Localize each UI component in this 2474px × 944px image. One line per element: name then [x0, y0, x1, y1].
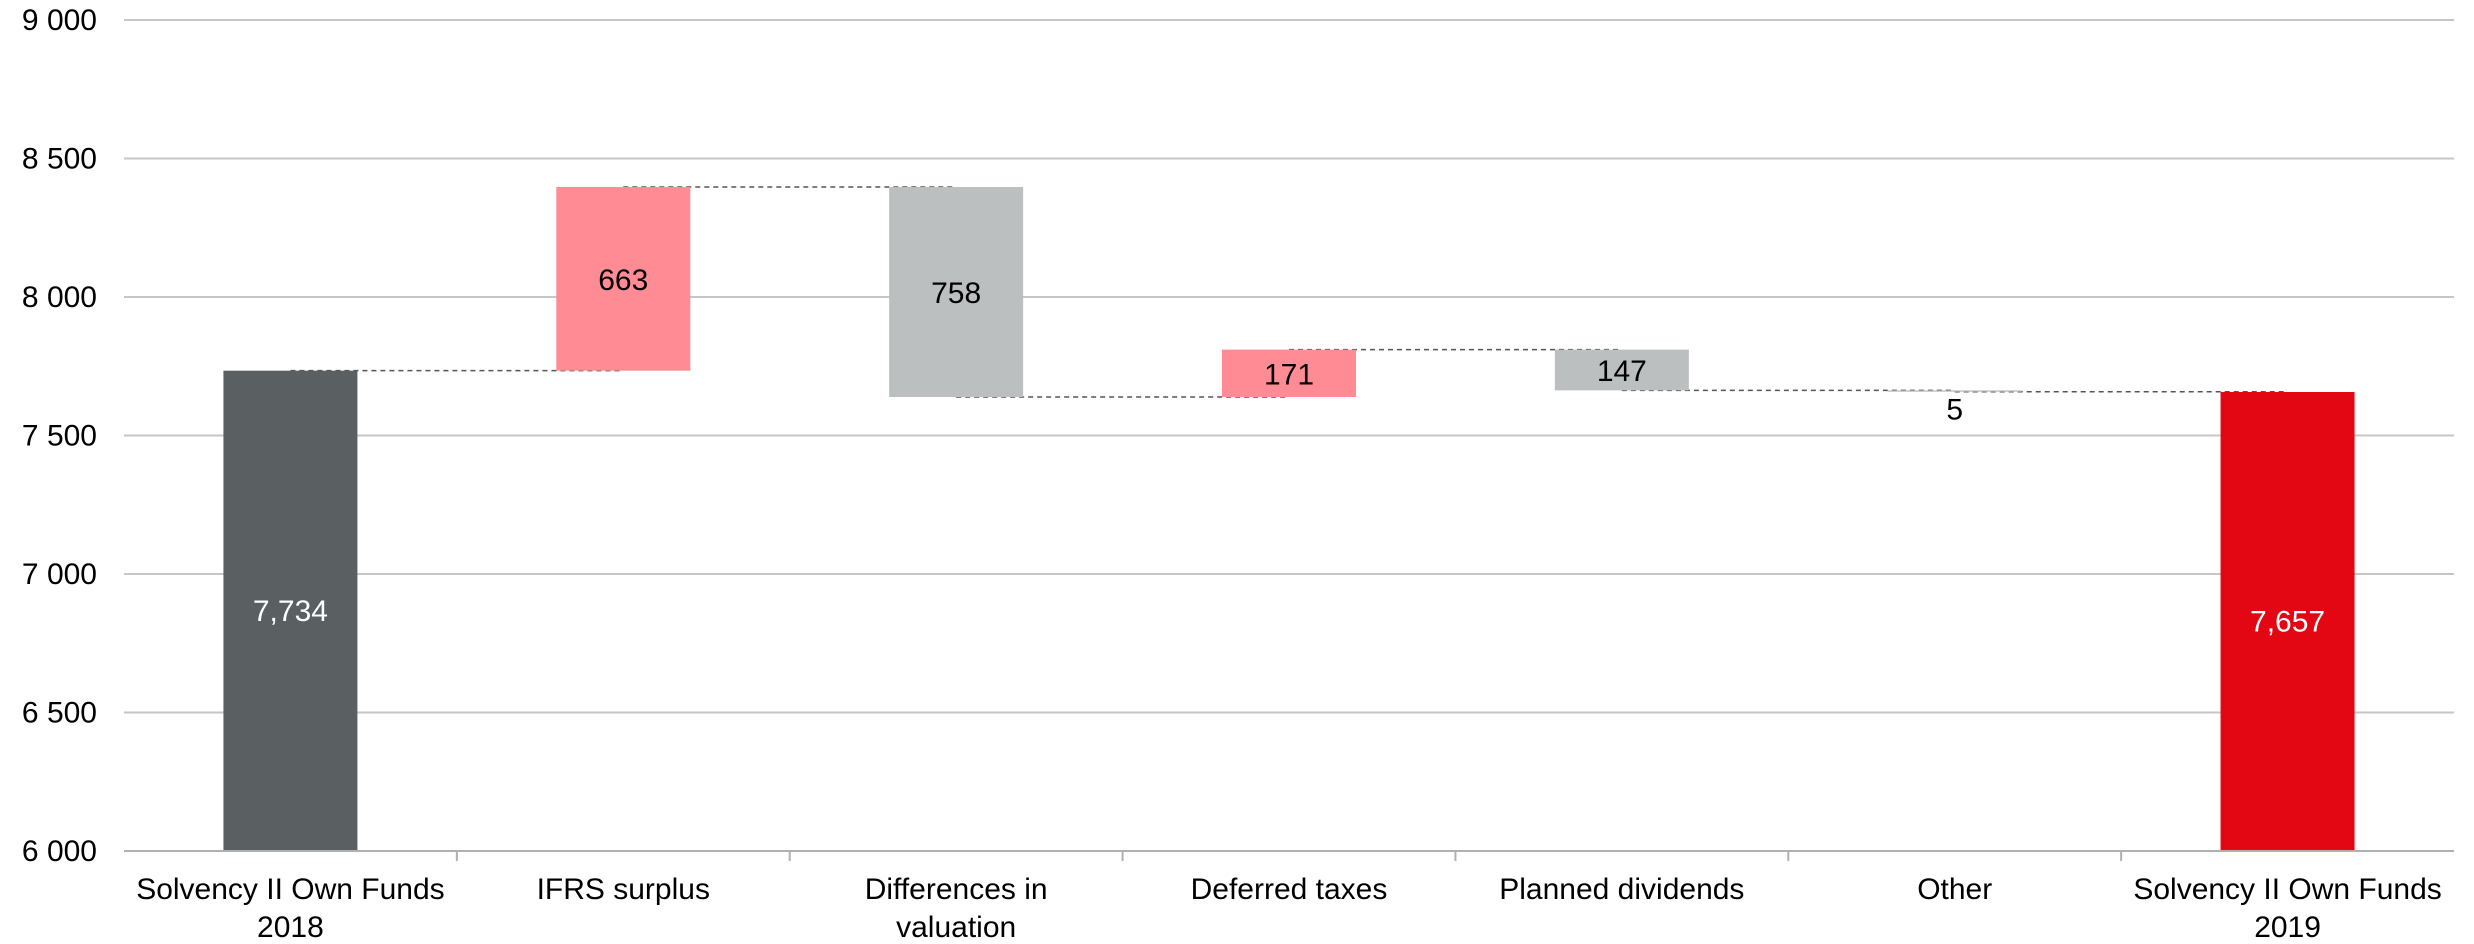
bars [223, 187, 2355, 851]
category-label: Other [1917, 873, 1992, 906]
bar [1222, 349, 1356, 397]
bar [556, 187, 691, 371]
x-axis [124, 850, 2454, 861]
category-label: 2019 [2254, 911, 2321, 939]
data-label: 7,657 [2250, 606, 2325, 639]
data-label: 663 [598, 264, 648, 297]
y-axis-ticks: 6 000 6 500 7 000 7 500 8 000 8 500 9 000 [22, 4, 97, 868]
data-label: 758 [931, 277, 981, 310]
y-tick-label: 8 500 [22, 143, 97, 176]
data-label: 5 [1946, 394, 1963, 427]
category-label: Solvency II Own Funds [136, 873, 444, 906]
bar [889, 187, 1024, 397]
y-tick-label: 9 000 [22, 4, 97, 37]
y-tick-label: 6 000 [22, 835, 97, 868]
y-tick-label: 7 500 [22, 420, 97, 453]
y-tick-label: 6 500 [22, 697, 97, 730]
category-labels: Solvency II Own Funds 2018 IFRS surplus Dif… [136, 873, 2442, 944]
bar [223, 370, 358, 851]
bar [1554, 349, 1689, 391]
data-labels: 7,734 663 758 171 147 5 7,657 [253, 264, 2325, 639]
category-label: IFRS surplus [537, 873, 710, 906]
category-label: Differences in [865, 873, 1048, 906]
category-label: Deferred taxes [1191, 873, 1388, 906]
gridlines [124, 19, 2454, 714]
bar [2220, 392, 2355, 851]
data-label: 7,734 [253, 595, 328, 628]
data-label: 171 [1264, 358, 1314, 391]
y-tick-label: 7 000 [22, 558, 97, 591]
category-label: Solvency II Own Funds [2133, 873, 2441, 906]
category-label: valuation [896, 911, 1016, 939]
y-tick-label: 8 000 [22, 281, 97, 314]
category-label: Planned dividends [1499, 873, 1744, 906]
data-label: 147 [1597, 355, 1647, 388]
category-label: 2018 [257, 911, 324, 939]
bar [1887, 390, 2022, 392]
